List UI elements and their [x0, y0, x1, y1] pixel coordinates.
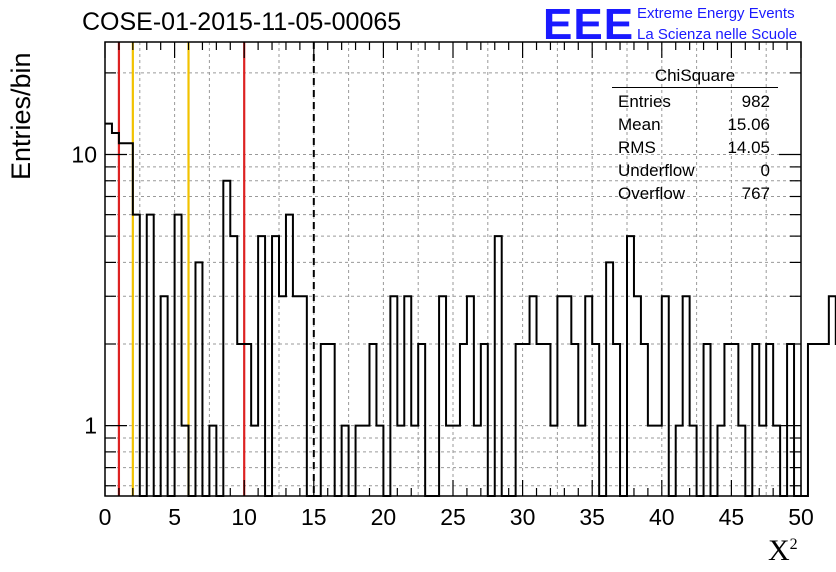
x-tick-label: 50	[788, 504, 814, 530]
x-tick-label: 30	[510, 504, 536, 530]
x-tick-label: 45	[719, 504, 745, 530]
x-tick-label: 25	[440, 504, 466, 530]
x-tick-label: 35	[579, 504, 605, 530]
stats-row-underflow: Underflow 0	[618, 161, 770, 180]
reference-lines	[117, 42, 315, 496]
x-tick-label: 5	[168, 504, 181, 530]
eee-logo: EEE	[543, 0, 635, 49]
x-tick-label: 15	[301, 504, 327, 530]
x-tick-label: 10	[231, 504, 257, 530]
stats-row-entries: Entries 982	[618, 92, 770, 111]
stats-row-mean: Mean 15.06	[618, 115, 770, 134]
stats-title: ChiSquare	[612, 66, 778, 88]
histogram-outline	[105, 122, 836, 497]
x-axis-label: X2	[768, 534, 798, 567]
axis-ticks	[104, 42, 802, 496]
stats-row-rms: RMS 14.05	[618, 138, 770, 157]
stats-row-overflow: Overflow 767	[618, 184, 770, 203]
x-tick-label: 0	[99, 504, 112, 530]
stats-box: ChiSquare Entries 982 Mean 15.06 RMS 14.05 …	[612, 66, 778, 205]
chart-title: COSE-01-2015-11-05-00065	[82, 8, 402, 36]
y-tick-label: 1	[84, 413, 97, 439]
x-tick-label: 20	[371, 504, 397, 530]
y-tick-labels: 1 10	[71, 142, 97, 439]
logo-line-1: Extreme Energy Events	[637, 5, 795, 22]
x-tick-labels: 0 5 10 15 20 25 30 35 40 45 50	[99, 504, 814, 530]
y-tick-label: 10	[71, 142, 97, 168]
y-axis-label: Entries/bin	[6, 52, 36, 180]
logo-line-2: La Scienza nelle Scuole	[637, 26, 798, 43]
x-tick-label: 40	[649, 504, 675, 530]
